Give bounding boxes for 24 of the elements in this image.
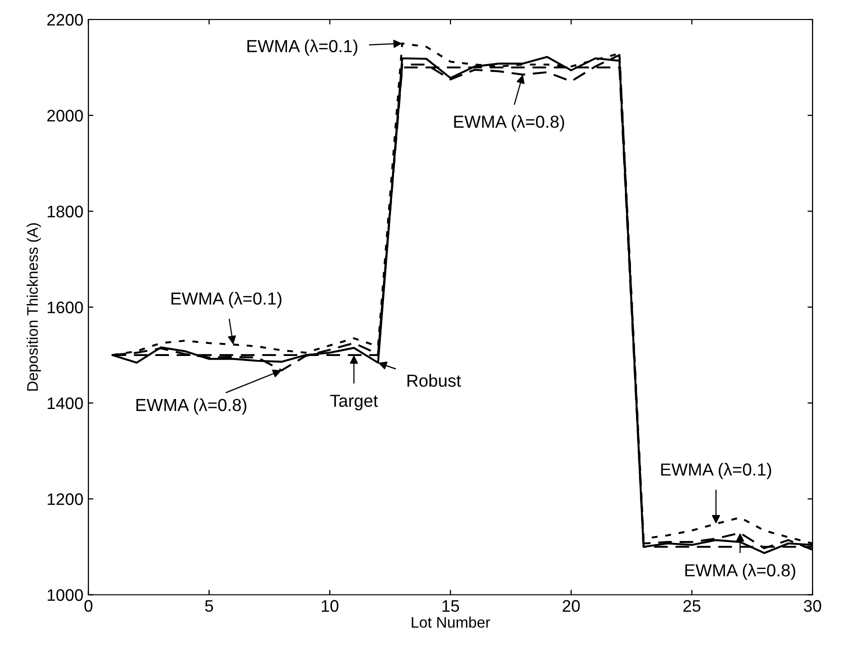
annotation: EWMA (λ=0.8) — [136, 398, 246, 415]
x-tick-label: 25 — [683, 600, 700, 612]
x-axis-title: Lot Number — [412, 616, 490, 628]
x-tick-label: 30 — [804, 600, 822, 612]
annotation: EWMA (λ=0.1) — [247, 40, 358, 56]
y-tick-label: 1600 — [48, 302, 83, 314]
y-tick-label: 1200 — [48, 493, 83, 506]
x-tick-label: 5 — [205, 600, 214, 612]
y-tick-label: 2200 — [47, 14, 83, 26]
annotation: EWMA (λ=0.8) — [454, 115, 564, 132]
y-tick-label: 1800 — [48, 206, 83, 218]
x-tick-label: 15 — [442, 600, 460, 612]
x-tick-label: 10 — [322, 600, 338, 612]
y-tick-label: 1400 — [48, 397, 83, 410]
annotation: Target — [330, 394, 378, 410]
x-tick-label: 20 — [562, 600, 580, 612]
y-axis-title: Deposition Thickness (A) — [26, 223, 41, 391]
annotation: EWMA (λ=0.1) — [172, 292, 282, 308]
y-tick-label: 2000 — [47, 110, 83, 122]
annotation: Robust — [408, 374, 461, 387]
y-tick-label: 1000 — [48, 589, 83, 601]
annotation: EWMA (λ=0.8) — [685, 564, 796, 580]
annotation: EWMA (λ=0.1) — [661, 462, 772, 480]
x-tick-label: 0 — [84, 600, 92, 612]
